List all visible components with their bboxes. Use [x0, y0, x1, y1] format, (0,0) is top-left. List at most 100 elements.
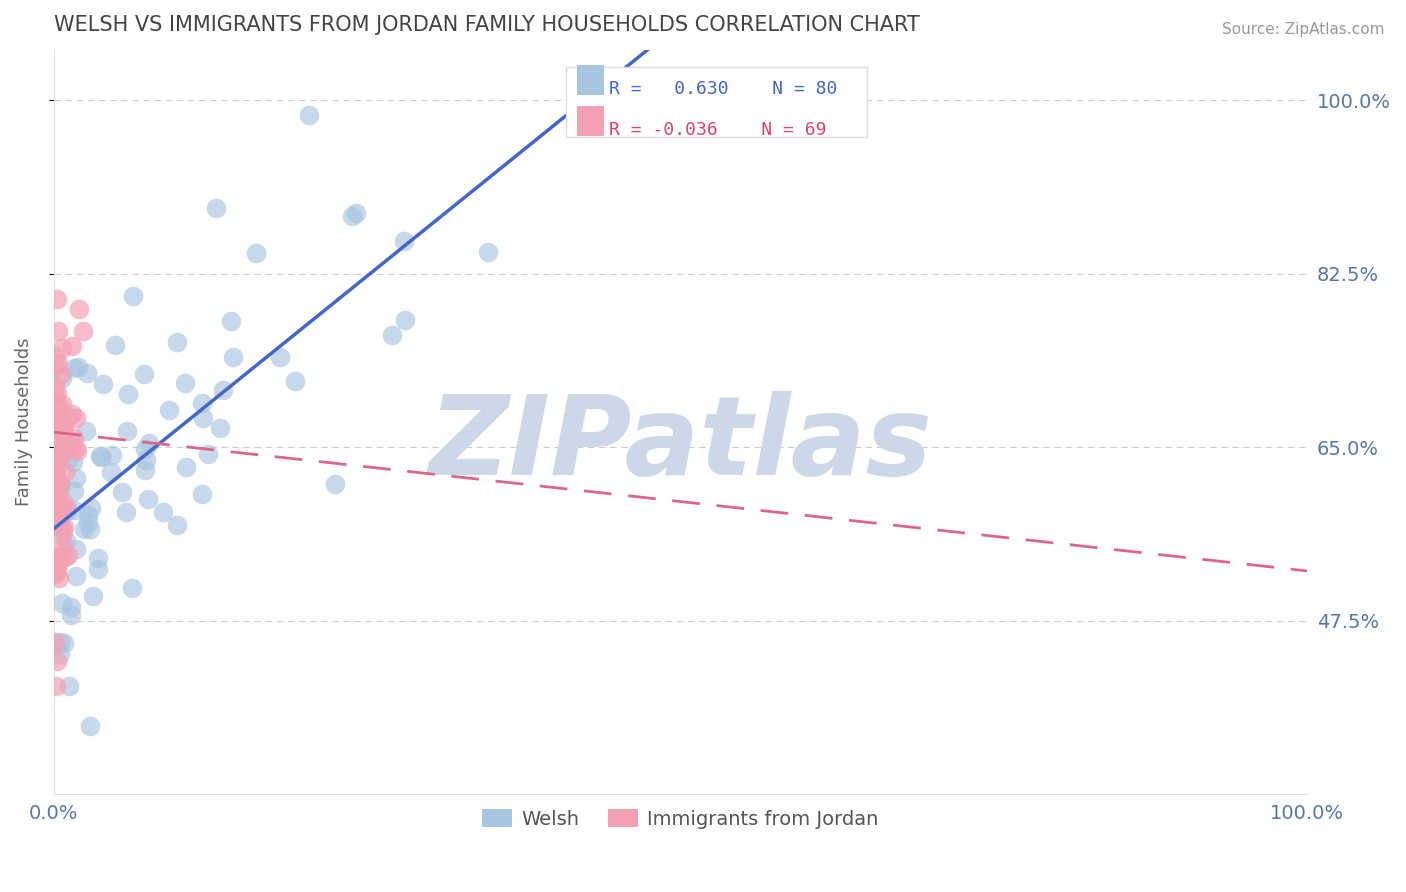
- Point: [152, 505, 174, 519]
- Bar: [576, 106, 605, 136]
- Point: [344, 206, 367, 220]
- Text: R =   0.630    N = 80: R = 0.630 N = 80: [609, 80, 838, 98]
- Point: [46, 556, 69, 570]
- Point: [48, 483, 70, 497]
- Text: Source: ZipAtlas.com: Source: ZipAtlas.com: [1222, 22, 1385, 37]
- Point: [58, 679, 80, 693]
- Point: [79, 719, 101, 733]
- Point: [48, 516, 70, 531]
- Point: [63, 431, 86, 445]
- Point: [49, 502, 72, 516]
- Point: [245, 245, 267, 260]
- Point: [53, 549, 76, 564]
- Point: [52, 495, 75, 509]
- Point: [52, 538, 75, 552]
- Point: [115, 505, 138, 519]
- Point: [298, 108, 321, 122]
- Point: [191, 396, 214, 410]
- Point: [46, 565, 69, 579]
- Point: [87, 550, 110, 565]
- Point: [79, 522, 101, 536]
- Point: [222, 351, 245, 365]
- Point: [394, 313, 416, 327]
- Point: [60, 339, 83, 353]
- Point: [100, 465, 122, 479]
- Point: [56, 410, 79, 425]
- Point: [44, 349, 66, 363]
- Point: [111, 484, 134, 499]
- Point: [75, 424, 97, 438]
- Point: [45, 467, 67, 482]
- Text: ■  R =   0.630    N = 80
  ■  R = -0.036    N = 69: ■ R = 0.630 N = 80 ■ R = -0.036 N = 69: [575, 77, 858, 128]
- Point: [173, 376, 195, 390]
- Point: [48, 356, 70, 370]
- Point: [48, 551, 70, 566]
- Text: ZIPatlas: ZIPatlas: [429, 391, 932, 498]
- Point: [205, 201, 228, 215]
- Point: [49, 367, 72, 381]
- Text: R = -0.036    N = 69: R = -0.036 N = 69: [609, 121, 827, 139]
- Point: [53, 636, 76, 650]
- Point: [45, 562, 67, 576]
- Point: [82, 589, 104, 603]
- Point: [65, 542, 87, 557]
- Point: [73, 523, 96, 537]
- Point: [49, 449, 72, 463]
- Point: [45, 483, 67, 498]
- Point: [51, 527, 73, 541]
- Point: [121, 581, 143, 595]
- Point: [219, 314, 242, 328]
- Point: [44, 411, 66, 425]
- Point: [65, 410, 87, 425]
- Point: [45, 504, 67, 518]
- Point: [87, 562, 110, 576]
- Point: [101, 448, 124, 462]
- Point: [51, 501, 73, 516]
- Point: [45, 654, 67, 668]
- Point: [46, 497, 69, 511]
- Point: [392, 234, 415, 248]
- Point: [63, 483, 86, 498]
- Point: [381, 327, 404, 342]
- Point: [80, 500, 103, 515]
- Point: [191, 487, 214, 501]
- Point: [48, 499, 70, 513]
- Point: [174, 459, 197, 474]
- Point: [132, 367, 155, 381]
- Point: [49, 635, 72, 649]
- Point: [49, 480, 72, 494]
- Point: [51, 341, 73, 355]
- Point: [117, 424, 139, 438]
- Point: [48, 413, 70, 427]
- Point: [53, 465, 76, 479]
- Point: [46, 292, 69, 306]
- Point: [52, 415, 75, 429]
- Point: [49, 647, 72, 661]
- Point: [55, 500, 77, 515]
- Point: [59, 607, 82, 622]
- Point: [45, 679, 67, 693]
- Point: [53, 417, 76, 432]
- Point: [49, 513, 72, 527]
- Point: [44, 634, 66, 648]
- Point: [44, 567, 66, 582]
- Point: [77, 508, 100, 523]
- Point: [45, 359, 67, 373]
- Point: [53, 424, 76, 438]
- Legend: Welsh, Immigrants from Jordan: Welsh, Immigrants from Jordan: [475, 801, 887, 837]
- Point: [212, 384, 235, 398]
- Point: [49, 401, 72, 416]
- Point: [76, 366, 98, 380]
- Point: [49, 477, 72, 491]
- Point: [60, 436, 83, 450]
- Point: [159, 403, 181, 417]
- Point: [45, 395, 67, 409]
- Point: [49, 437, 72, 451]
- Point: [59, 599, 82, 614]
- Point: [135, 452, 157, 467]
- Point: [46, 450, 69, 465]
- Point: [269, 351, 291, 365]
- Point: [60, 407, 83, 421]
- Point: [65, 569, 87, 583]
- Point: [48, 497, 70, 511]
